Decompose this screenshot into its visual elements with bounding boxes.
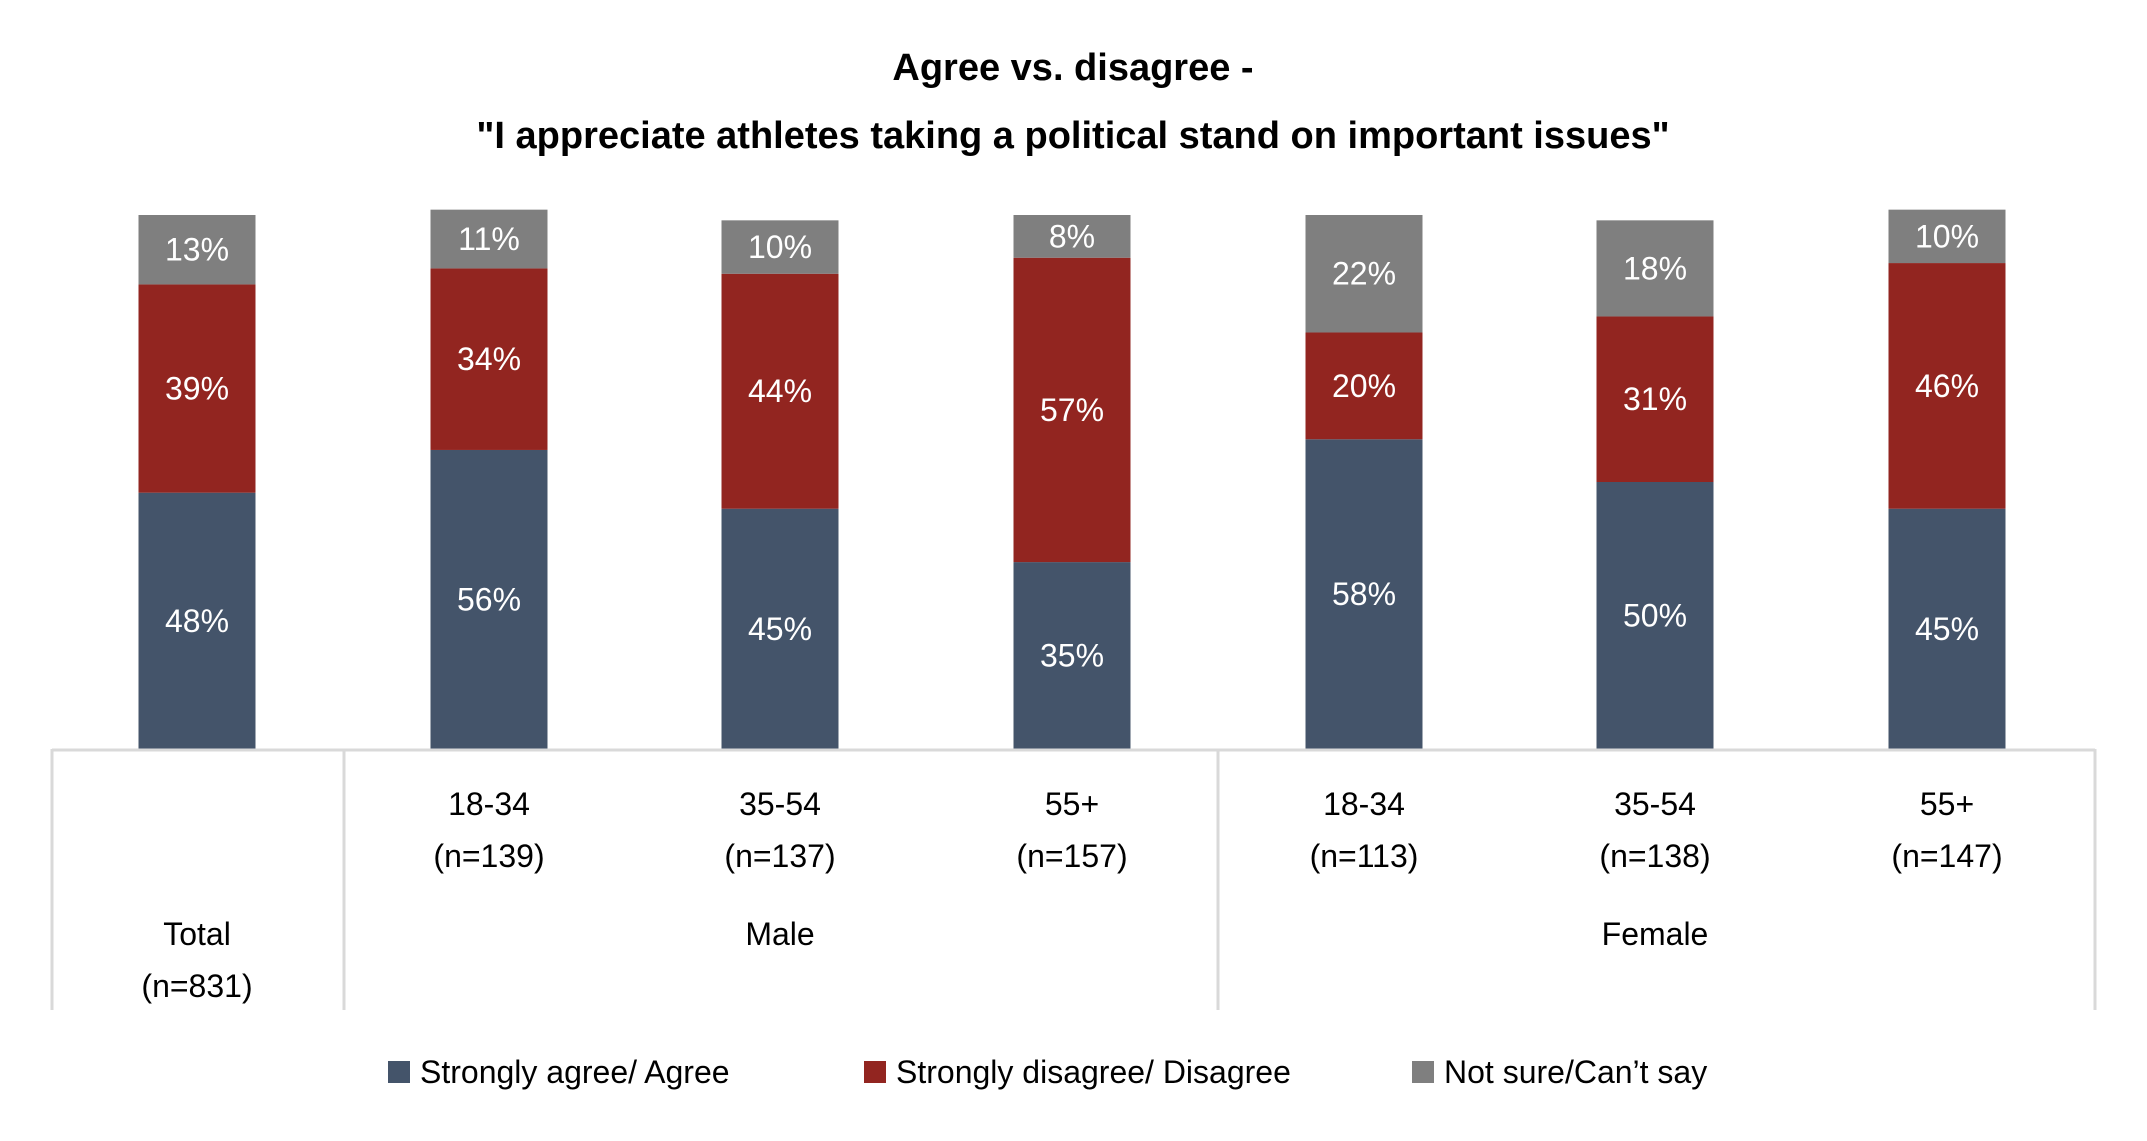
data-label: 31% (1623, 381, 1687, 417)
bar-segment (1596, 220, 1714, 317)
category-axis: 18-34 (n=139) 35-54 (n=137) 55+ (n=157) 18-34 (… (50, 748, 2097, 1010)
data-label: 46% (1915, 368, 1979, 404)
bar-segment (1013, 562, 1131, 749)
bar-segment (721, 273, 839, 509)
bar-segment (1013, 215, 1131, 258)
chart-title: Agree vs. disagree - (892, 47, 1253, 89)
tick-label: 18-34 (448, 786, 530, 822)
bar-segment (1305, 215, 1423, 333)
data-label: 8% (1049, 218, 1095, 254)
bar-segment (1888, 508, 2006, 749)
tick-label-n: (n=137) (724, 838, 835, 874)
data-label: 35% (1040, 638, 1104, 674)
data-label: 11% (458, 221, 520, 257)
tick-label: 35-54 (739, 786, 821, 822)
group-label-male: Male (745, 916, 814, 952)
bar-segment (1013, 257, 1131, 563)
bar-segment (1888, 263, 2006, 509)
data-label: 48% (165, 603, 229, 639)
bar-segment (1888, 209, 2006, 264)
tick-label-n: (n=139) (433, 838, 544, 874)
group-label-female: Female (1602, 916, 1709, 952)
data-label: 20% (1332, 368, 1396, 404)
legend-swatch (1412, 1061, 1434, 1083)
data-label: 50% (1623, 598, 1687, 634)
legend-label: Strongly agree/ Agree (420, 1054, 730, 1090)
tick-label: 55+ (1045, 786, 1099, 822)
bar-segment (721, 508, 839, 749)
data-label: 34% (457, 341, 521, 377)
data-label: 45% (748, 611, 812, 647)
bar-segment (1596, 316, 1714, 482)
bar-segment (138, 215, 256, 285)
data-label: 45% (1915, 611, 1979, 647)
legend-swatch (388, 1061, 410, 1083)
data-label: 57% (1040, 392, 1104, 428)
legend-label: Strongly disagree/ Disagree (896, 1054, 1291, 1090)
tick-label: 55+ (1920, 786, 1974, 822)
bar-segment (1596, 482, 1714, 749)
tick-label-n: (n=147) (1891, 838, 2002, 874)
legend-swatch (864, 1061, 886, 1083)
legend: Strongly agree/ Agree Strongly disagree/ … (388, 1054, 1707, 1090)
chart-subtitle: "I appreciate athletes taking a politica… (476, 115, 1669, 157)
data-label: 22% (1332, 256, 1396, 292)
data-label: 56% (457, 581, 521, 617)
bar-segment (1305, 332, 1423, 440)
data-label: 58% (1332, 576, 1396, 612)
bar-segment (430, 209, 548, 269)
bar-segment (721, 220, 839, 274)
tick-label-n: (n=138) (1599, 838, 1710, 874)
data-label: 39% (165, 371, 229, 407)
data-label: 10% (748, 229, 812, 265)
bar-segment (138, 284, 256, 493)
tick-label-n: (n=113) (1310, 838, 1419, 874)
bar-segment (430, 268, 548, 450)
bar-segment (430, 449, 548, 749)
data-label: 10% (1915, 218, 1979, 254)
data-label: 18% (1623, 250, 1687, 286)
group-label-total: Total (163, 916, 231, 952)
group-label-total-n: (n=831) (141, 968, 252, 1004)
legend-label: Not sure/Can’t say (1444, 1054, 1707, 1090)
bar-segment (138, 492, 256, 749)
data-label: 44% (748, 373, 812, 409)
bars-layer: 48% 39% 13% 56% 34% 11% 45% 44% 10% 35% 57% 8% 58% 20… (138, 209, 2006, 749)
tick-label: 18-34 (1323, 786, 1405, 822)
tick-label-n: (n=157) (1016, 838, 1127, 874)
bar-segment (1305, 439, 1423, 749)
tick-label: 35-54 (1614, 786, 1696, 822)
data-label: 13% (165, 232, 229, 268)
